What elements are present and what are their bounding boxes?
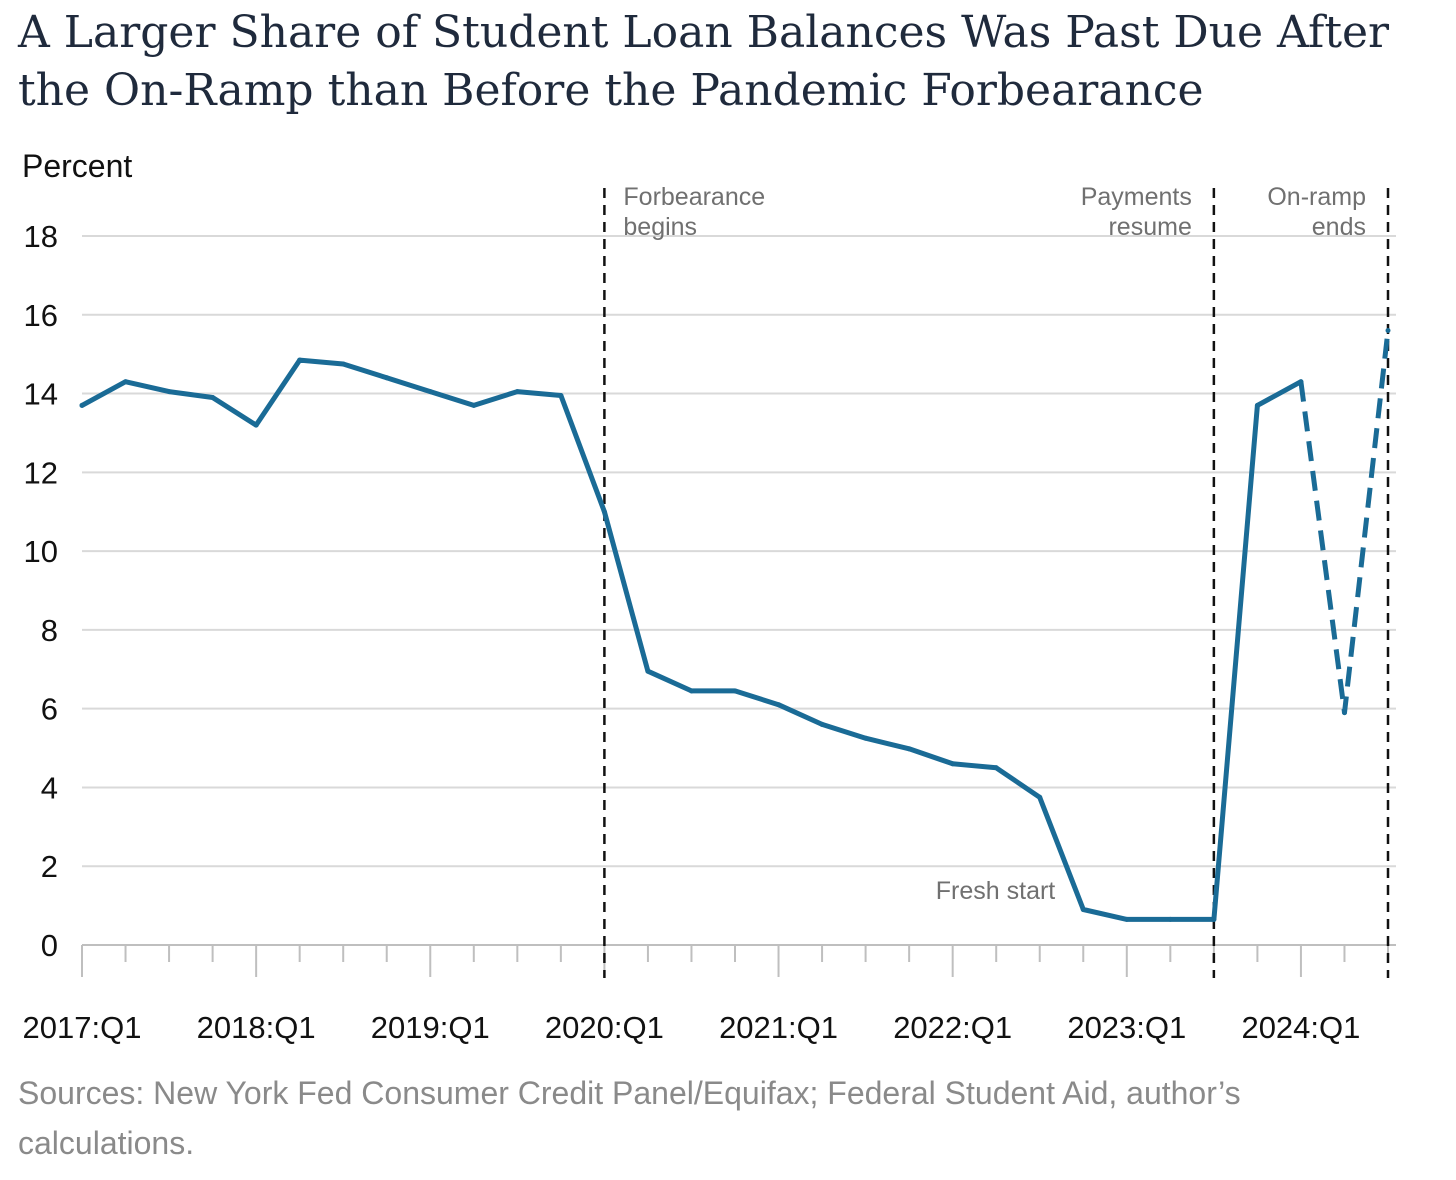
data-point-2024:Q2 bbox=[1341, 710, 1347, 716]
data-point-2018:Q4 bbox=[384, 375, 390, 381]
data-point-2018:Q1 bbox=[253, 422, 259, 428]
series-0-solid-line bbox=[79, 357, 1304, 922]
data-point-2017:Q1 bbox=[79, 402, 85, 408]
data-point-2020:Q4 bbox=[732, 688, 738, 694]
x-tick-label-2018:Q1: 2018:Q1 bbox=[197, 1010, 316, 1045]
data-point-2018:Q2 bbox=[297, 357, 303, 363]
y-tick-label-8: 8 bbox=[41, 613, 58, 648]
y-axis-ticks: 0 2 4 6 8 10 12 14 16 18 bbox=[24, 219, 58, 963]
marker-label-1-1: resume bbox=[1108, 213, 1191, 241]
data-point-2018:Q3 bbox=[340, 361, 346, 367]
annotation-0: Fresh start bbox=[936, 877, 1056, 905]
data-point-2020:Q2 bbox=[645, 668, 651, 674]
y-tick-label-12: 12 bbox=[24, 455, 58, 490]
series-0-dashed-line bbox=[1298, 330, 1391, 716]
x-tick-label-2017:Q1: 2017:Q1 bbox=[23, 1010, 142, 1045]
data-point-2023:Q4 bbox=[1254, 402, 1260, 408]
y-tick-label-6: 6 bbox=[41, 692, 58, 727]
x-tick-label-2021:Q1: 2021:Q1 bbox=[719, 1010, 838, 1045]
annotations: Fresh start bbox=[936, 877, 1056, 905]
data-point-2017:Q4 bbox=[210, 394, 216, 400]
marker-label-0-1: begins bbox=[623, 213, 697, 241]
x-axis: 2017:Q1 2018:Q1 2019:Q1 2020:Q1 2021:Q1 2022:… bbox=[23, 944, 1396, 1045]
data-point-2021:Q3 bbox=[863, 735, 869, 741]
marker-label-2-0: On-ramp bbox=[1267, 183, 1366, 211]
data-point-2022:Q2 bbox=[993, 765, 999, 771]
marker-label-2-1: ends bbox=[1312, 213, 1366, 241]
y-tick-label-14: 14 bbox=[24, 377, 58, 412]
data-point-2021:Q2 bbox=[819, 721, 825, 727]
x-tick-label-2019:Q1: 2019:Q1 bbox=[371, 1010, 490, 1045]
data-point-2022:Q4 bbox=[1080, 907, 1086, 913]
data-point-2024:Q3 bbox=[1385, 328, 1391, 334]
x-tick-label-2020:Q1: 2020:Q1 bbox=[545, 1010, 664, 1045]
data-point-2022:Q3 bbox=[1037, 794, 1043, 800]
data-point-2024:Q1 bbox=[1298, 379, 1304, 385]
y-axis-unit-label: Percent bbox=[22, 148, 132, 184]
marker-label-0-0: Forbearance bbox=[623, 183, 765, 211]
chart-title: A Larger Share of Student Loan Balances … bbox=[18, 7, 1390, 116]
gridlines bbox=[82, 235, 1396, 868]
data-point-2023:Q3 bbox=[1211, 916, 1217, 922]
y-tick-label-0: 0 bbox=[41, 928, 58, 963]
y-tick-label-16: 16 bbox=[24, 298, 58, 333]
data-point-2023:Q1 bbox=[1124, 916, 1130, 922]
data-point-2017:Q2 bbox=[123, 379, 129, 385]
y-tick-label-4: 4 bbox=[41, 770, 58, 805]
data-point-2020:Q1 bbox=[601, 509, 607, 515]
source-note: Sources: New York Fed Consumer Credit Pa… bbox=[18, 1075, 1241, 1161]
data-point-2022:Q1 bbox=[950, 761, 956, 767]
data-point-2019:Q1 bbox=[427, 389, 433, 395]
y-tick-label-10: 10 bbox=[24, 534, 58, 569]
data-point-2020:Q3 bbox=[688, 688, 694, 694]
series-lines bbox=[79, 328, 1391, 922]
data-point-2019:Q2 bbox=[471, 402, 477, 408]
data-point-2019:Q3 bbox=[514, 389, 520, 395]
x-tick-label-2022:Q1: 2022:Q1 bbox=[893, 1010, 1012, 1045]
data-point-2017:Q3 bbox=[166, 389, 172, 395]
data-point-2021:Q1 bbox=[776, 702, 782, 708]
data-point-2021:Q4 bbox=[906, 746, 912, 752]
marker-label-1-0: Payments bbox=[1081, 183, 1192, 211]
y-tick-label-18: 18 bbox=[24, 219, 58, 254]
y-tick-label-2: 2 bbox=[41, 849, 58, 884]
data-point-2023:Q2 bbox=[1167, 916, 1173, 922]
x-tick-label-2024:Q1: 2024:Q1 bbox=[1241, 1010, 1360, 1045]
x-tick-label-2023:Q1: 2023:Q1 bbox=[1067, 1010, 1186, 1045]
data-point-2019:Q4 bbox=[558, 393, 564, 399]
